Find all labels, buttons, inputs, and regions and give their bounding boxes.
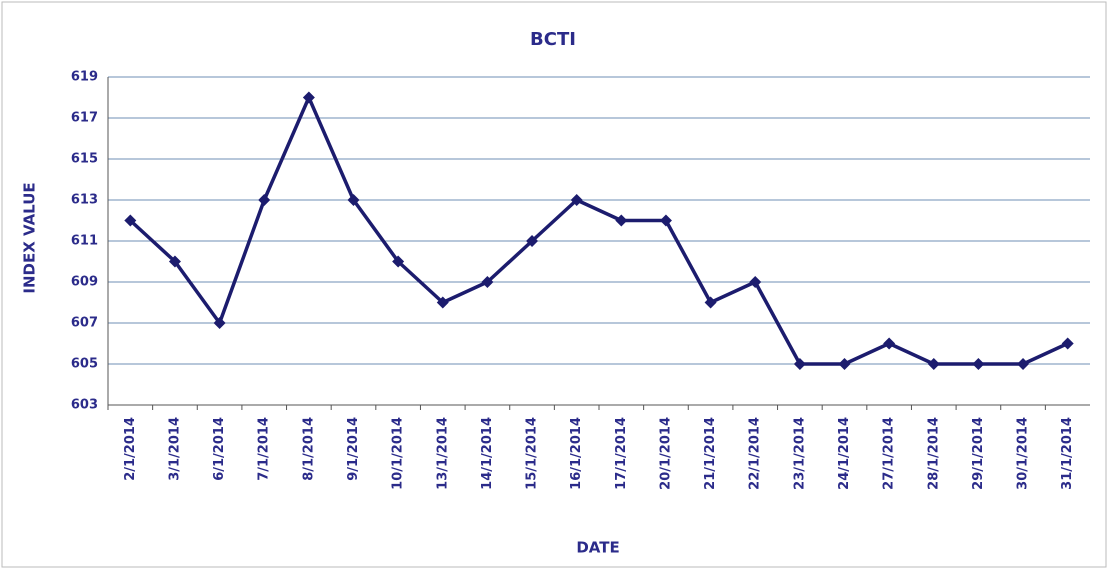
y-tick-label: 619 xyxy=(71,70,98,85)
data-point xyxy=(793,358,806,370)
x-axis-title: DATE xyxy=(576,539,619,557)
data-point xyxy=(481,276,494,288)
data-point xyxy=(972,358,985,370)
y-axis-title: INDEX VALUE xyxy=(21,182,39,293)
y-tick-label: 605 xyxy=(71,357,98,372)
x-tick-label: 3/1/2014 xyxy=(167,417,182,481)
data-point xyxy=(615,214,628,227)
x-tick-label: 31/1/2014 xyxy=(1060,417,1075,490)
y-tick-label: 615 xyxy=(71,152,98,167)
x-tick-label: 30/1/2014 xyxy=(1016,417,1031,490)
data-point xyxy=(124,214,137,227)
x-tick-label: 13/1/2014 xyxy=(435,417,450,490)
x-tick-label: 28/1/2014 xyxy=(926,417,941,490)
x-tick-label: 2/1/2014 xyxy=(123,417,138,481)
data-point xyxy=(213,317,226,329)
x-tick-label: 27/1/2014 xyxy=(882,417,897,490)
y-tick-label: 617 xyxy=(71,111,98,126)
x-tick-label: 15/1/2014 xyxy=(525,417,540,490)
data-point xyxy=(570,194,583,206)
x-tick-label: 8/1/2014 xyxy=(301,417,316,481)
x-tick-label: 10/1/2014 xyxy=(391,417,406,490)
data-point xyxy=(392,255,405,268)
data-point xyxy=(436,296,449,309)
x-tick-label: 7/1/2014 xyxy=(257,417,272,481)
x-tick-label: 17/1/2014 xyxy=(614,417,629,490)
x-tick-label: 29/1/2014 xyxy=(971,417,986,490)
data-point xyxy=(526,235,539,247)
data-line xyxy=(129,95,1069,366)
x-tick-label: 22/1/2014 xyxy=(748,417,763,490)
x-tick-label: 20/1/2014 xyxy=(658,417,673,490)
data-point xyxy=(1061,337,1074,350)
data-point xyxy=(704,296,717,309)
data-point xyxy=(347,194,360,206)
x-tick-label: 24/1/2014 xyxy=(837,417,852,490)
data-point xyxy=(258,194,271,206)
data-point xyxy=(838,358,851,370)
data-point xyxy=(659,214,672,227)
data-point xyxy=(749,276,762,288)
data-point xyxy=(1017,358,1030,370)
y-tick-label: 603 xyxy=(71,398,98,413)
data-point xyxy=(168,255,181,268)
chart-title: BCTI xyxy=(530,29,576,50)
data-point xyxy=(927,358,940,370)
data-point xyxy=(883,337,896,350)
y-tick-label: 607 xyxy=(71,316,98,331)
y-tick-label: 613 xyxy=(71,193,98,208)
y-tick-label: 611 xyxy=(71,234,98,249)
x-tick-label: 16/1/2014 xyxy=(569,417,584,490)
data-point xyxy=(302,91,315,104)
x-tick-label: 9/1/2014 xyxy=(346,417,361,481)
x-tick-label: 21/1/2014 xyxy=(703,417,718,490)
x-tick-label: 6/1/2014 xyxy=(212,417,227,481)
y-tick-label: 609 xyxy=(71,275,98,290)
x-tick-label: 23/1/2014 xyxy=(792,417,807,490)
x-tick-label: 14/1/2014 xyxy=(480,417,495,490)
